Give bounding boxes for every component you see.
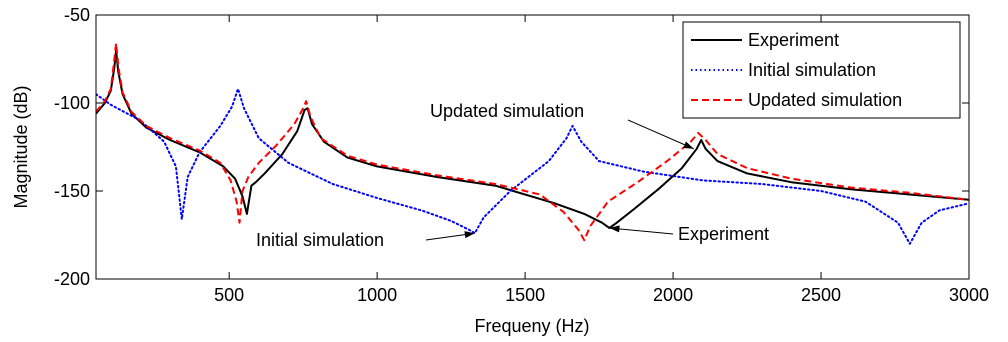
series-line-initial-simulation bbox=[96, 87, 969, 245]
y-tick-label-200: -200 bbox=[54, 269, 90, 289]
legend-box bbox=[682, 21, 961, 119]
annotation-layer: Updated simulation Initial simulation Expe… bbox=[256, 101, 769, 250]
x-tick-label-1500: 1500 bbox=[505, 285, 545, 305]
series-layer bbox=[96, 42, 969, 245]
y-tick-label-150: -150 bbox=[54, 181, 90, 201]
annotation-arrow-head-updated-simulation bbox=[683, 141, 694, 149]
y-tick-label-50: -50 bbox=[64, 5, 90, 25]
annotation-arrow-head-experiment bbox=[609, 225, 620, 233]
legend-label-updated-simulation: Updated simulation bbox=[748, 90, 902, 110]
y-axis-title: Magnitude (dB) bbox=[11, 85, 31, 208]
x-tick-label-2500: 2500 bbox=[801, 285, 841, 305]
annotation-label-experiment: Experiment bbox=[678, 224, 769, 244]
y-tick-label-100: -100 bbox=[54, 93, 90, 113]
x-tick-label-2000: 2000 bbox=[653, 285, 693, 305]
annotation-label-updated-simulation: Updated simulation bbox=[430, 101, 584, 121]
x-tick-label-1000: 1000 bbox=[357, 285, 397, 305]
plot-frame bbox=[95, 14, 970, 280]
tick-layer: 500 1000 1500 2000 2500 3000 -50 -100 -150 -200 bbox=[54, 5, 989, 305]
legend-label-initial-simulation: Initial simulation bbox=[748, 60, 876, 80]
x-tick-label-500: 500 bbox=[214, 285, 244, 305]
legend-label-experiment: Experiment bbox=[748, 30, 839, 50]
annotation-label-initial-simulation: Initial simulation bbox=[256, 230, 384, 250]
annotation-experiment: Experiment bbox=[609, 224, 769, 244]
x-tick-label-3000: 3000 bbox=[949, 285, 989, 305]
annotation-initial-simulation: Initial simulation bbox=[256, 230, 475, 250]
annotation-arrow-head-initial-simulation bbox=[464, 231, 475, 239]
x-axis-title: Frequeny (Hz) bbox=[474, 316, 589, 336]
annotation-arrow-line-updated-simulation bbox=[627, 119, 694, 150]
annotation-updated-simulation: Updated simulation bbox=[430, 101, 694, 150]
legend: Experiment Initial simulation Updated si… bbox=[682, 21, 961, 119]
annotation-arrow-line-experiment bbox=[609, 227, 674, 235]
